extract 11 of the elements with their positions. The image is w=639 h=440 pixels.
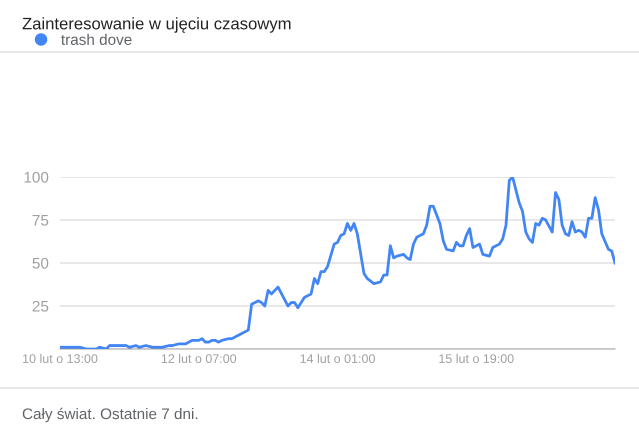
chart-title: Zainteresowanie w ujęciu czasowym <box>22 17 290 33</box>
y-tick-label: 75 <box>32 215 48 226</box>
x-tick-label: 14 lut o 01:00 <box>300 354 375 364</box>
x-tick-label: 10 lut o 13:00 <box>23 354 98 364</box>
legend-label: trash dove <box>61 34 132 45</box>
x-tick-label: 15 lut o 19:00 <box>439 354 514 364</box>
x-tick-label: 12 lut o 07:00 <box>162 354 236 364</box>
y-tick-label: 25 <box>32 300 48 312</box>
y-tick-label: 100 <box>24 172 48 183</box>
y-tick-label: 50 <box>32 258 48 269</box>
text: Cały świat. Ostatnie 7 dni. <box>22 408 198 422</box>
